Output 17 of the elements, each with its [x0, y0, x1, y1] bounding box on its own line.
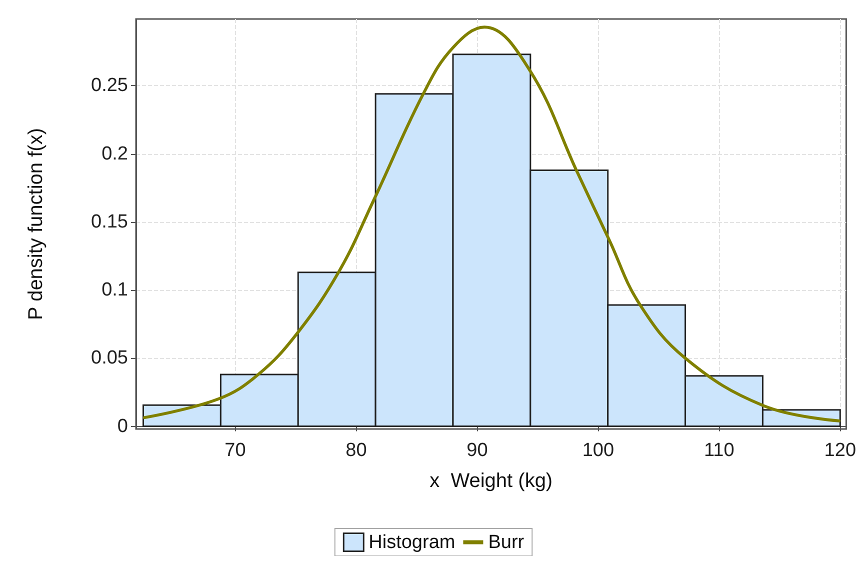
y-tick-label: 0 [117, 416, 128, 437]
y-axis-title: P density function f(x) [25, 128, 47, 320]
y-tick-label: 0.2 [102, 143, 128, 164]
x-tick-label: 80 [346, 440, 367, 461]
y-tick-label: 0.05 [91, 348, 128, 369]
y-tick-label: 0.1 [102, 280, 128, 301]
legend-label: Burr [488, 532, 525, 553]
x-tick-label: 90 [466, 440, 488, 461]
legend-label: Histogram [368, 532, 456, 553]
x-tick-label: 70 [224, 440, 246, 461]
x-axis-title: x Weight (kg) [430, 470, 553, 492]
y-tick-label: 0.25 [91, 75, 128, 96]
x-tick-label: 110 [704, 440, 734, 461]
y-tick-label: 0.15 [91, 211, 128, 232]
x-tick-label: 100 [582, 440, 614, 461]
line-series [142, 26, 840, 422]
x-tick-label: 120 [824, 440, 856, 461]
